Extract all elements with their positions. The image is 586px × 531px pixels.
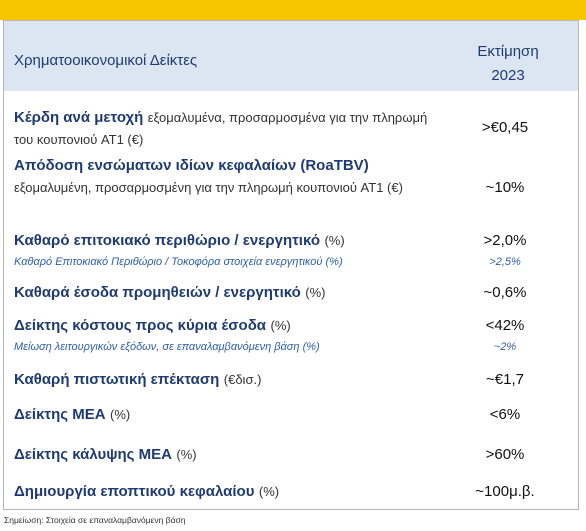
header-bg	[4, 21, 578, 91]
header-column: Εκτίμηση 2023	[477, 43, 539, 84]
row-title: Καθαρό επιτοκιακό περιθώριο / ενεργητικό	[14, 232, 321, 249]
row-note: (%)	[110, 407, 131, 422]
row-note: εξομαλυμένα, προσαρμοσμένα για την πληρω…	[14, 110, 428, 147]
row-title: Καθαρά έσοδα προμηθειών / ενεργητικό	[14, 284, 301, 301]
row-label: Απόδοση ενσώματων ιδίων κεφαλαίων (RoaTB…	[14, 155, 444, 199]
row-subvalue: >2,5%	[489, 256, 521, 268]
row-value: ~0,6%	[483, 284, 527, 301]
row-value: >60%	[485, 446, 525, 463]
row-title: Δείκτης κόστους προς κύρια έσοδα	[14, 317, 267, 334]
row-title: Δείκτης κάλυψης ΜΕΑ	[14, 446, 172, 463]
row-note: (%)	[270, 318, 291, 333]
row-label: Δείκτης κόστους προς κύρια έσοδα (%)	[14, 315, 444, 337]
row-label: Καθαρό επιτοκιακό περιθώριο / ενεργητικό…	[14, 230, 444, 252]
row-value: >€0,45	[481, 119, 529, 136]
row-subvalue: ~2%	[493, 341, 517, 353]
row-value: >2,0%	[483, 232, 527, 249]
row-note: εξομαλυμένη, προσαρμοσμένη για την πληρω…	[14, 180, 403, 195]
row-value: ~10%	[485, 179, 525, 196]
row-title: Κέρδη ανά μετοχή	[14, 109, 144, 126]
row-note: (%)	[324, 233, 345, 248]
row-title: Καθαρή πιστωτική επέκταση	[14, 371, 220, 388]
header-title: Χρηματοοικονομικοί Δείκτες	[14, 52, 198, 69]
row-label: Κέρδη ανά μετοχή εξομαλυμένα, προσαρμοσμ…	[14, 107, 444, 151]
row-title: Δείκτης ΜΕΑ	[14, 406, 106, 423]
table-frame	[3, 20, 579, 510]
top-band	[0, 0, 586, 20]
row-value: ~€1,7	[486, 371, 524, 388]
row-value: <6%	[489, 406, 521, 423]
row-note: (€δισ.)	[223, 372, 262, 387]
row-subtitle: Μείωση λειτουργικών εξόδων, σε επαναλαμβ…	[14, 341, 320, 353]
row-value: ~100μ.β.	[475, 483, 535, 500]
row-label: Δημιουργία εποπτικού κεφαλαίου (%)	[14, 481, 444, 503]
row-label: Καθαρή πιστωτική επέκταση (€δισ.)	[14, 369, 444, 391]
row-note: (%)	[176, 447, 197, 462]
row-subtitle: Καθαρό Επιτοκιακό Περιθώριο / Τοκοφόρα σ…	[14, 256, 343, 268]
row-title: Δημιουργία εποπτικού κεφαλαίου	[14, 483, 255, 500]
row-note: (%)	[258, 484, 280, 499]
footnote: Σημείωση: Στοιχεία σε επαναλαμβανόμενη β…	[4, 515, 186, 525]
row-value: <42%	[485, 317, 525, 334]
row-label: Καθαρά έσοδα προμηθειών / ενεργητικό (%)	[14, 282, 444, 304]
row-label: Δείκτης ΜΕΑ (%)	[14, 404, 444, 426]
row-label: Δείκτης κάλυψης ΜΕΑ (%)	[14, 444, 444, 466]
row-title: Απόδοση ενσώματων ιδίων κεφαλαίων (RoaTB…	[14, 157, 369, 174]
row-note: (%)	[305, 285, 326, 300]
